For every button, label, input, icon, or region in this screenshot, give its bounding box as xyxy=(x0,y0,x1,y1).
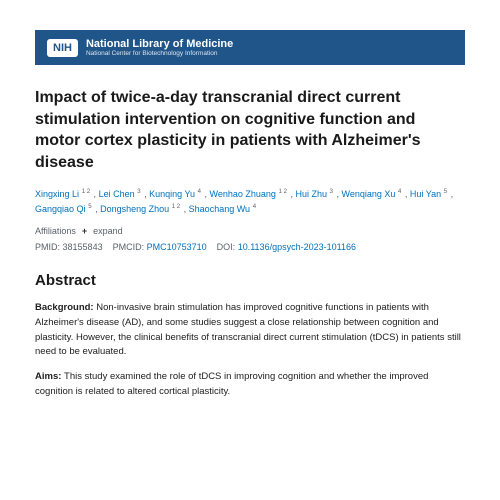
doi-link[interactable]: 10.1136/gpsych-2023-101166 xyxy=(238,242,356,252)
pmcid-label: PMCID: xyxy=(113,242,145,252)
abstract-section-label: Aims: xyxy=(35,371,64,382)
pmid-label: PMID: xyxy=(35,242,60,252)
authors-list: Xingxing Li 1 2 , Lei Chen 3 , Kunqing Y… xyxy=(35,187,465,216)
abstract-section-text: Non-invasive brain stimulation has impro… xyxy=(35,302,461,357)
abstract-heading: Abstract xyxy=(35,272,465,289)
author-separator: , xyxy=(93,204,101,214)
doi-label: DOI: xyxy=(217,242,236,252)
author-affiliation-sup: 1 2 xyxy=(169,204,181,210)
plus-icon: + xyxy=(82,226,87,236)
affiliations-label: Affiliations xyxy=(35,226,76,236)
author-affiliation-sup: 1 2 xyxy=(79,189,91,195)
author-link[interactable]: Gangqiao Qi xyxy=(35,204,86,214)
author-link[interactable]: Dongsheng Zhou xyxy=(100,204,169,214)
nih-logo: NIH xyxy=(47,39,78,57)
author-link[interactable]: Xingxing Li xyxy=(35,189,79,199)
abstract-section: Aims: This study examined the role of tD… xyxy=(35,370,465,399)
pmid-value: 38155843 xyxy=(63,242,103,252)
header-text: National Library of Medicine National Ce… xyxy=(86,38,233,57)
author-separator: , xyxy=(402,189,410,199)
abstract-section: Background: Non-invasive brain stimulati… xyxy=(35,301,465,360)
header-subtitle: National Center for Biotechnology Inform… xyxy=(86,50,233,57)
author-link[interactable]: Hui Yan xyxy=(410,189,441,199)
author-link[interactable]: Wenqiang Xu xyxy=(342,189,396,199)
abstract-section-text: This study examined the role of tDCS in … xyxy=(35,371,428,397)
header-title: National Library of Medicine xyxy=(86,38,233,50)
author-affiliation-sup: 4 xyxy=(250,204,257,210)
article-title: Impact of twice-a-day transcranial direc… xyxy=(35,87,465,173)
pmcid-link[interactable]: PMC10753710 xyxy=(147,242,207,252)
author-link[interactable]: Hui Zhu xyxy=(295,189,327,199)
author-separator: , xyxy=(181,204,189,214)
author-link[interactable]: Shaochang Wu xyxy=(189,204,250,214)
author-separator: , xyxy=(334,189,342,199)
author-separator: , xyxy=(142,189,150,199)
affiliations-row[interactable]: Affiliations + expand xyxy=(35,226,465,236)
author-link[interactable]: Wenhao Zhuang xyxy=(210,189,276,199)
meta-line: PMID: 38155843 PMCID: PMC10753710 DOI: 1… xyxy=(35,242,465,252)
author-link[interactable]: Kunqing Yu xyxy=(149,189,195,199)
author-affiliation-sup: 1 2 xyxy=(276,189,288,195)
abstract-body: Background: Non-invasive brain stimulati… xyxy=(35,301,465,399)
author-affiliation-sup: 5 xyxy=(86,204,93,210)
author-link[interactable]: Lei Chen xyxy=(99,189,135,199)
author-separator: , xyxy=(202,189,210,199)
nlm-header: NIH National Library of Medicine Nationa… xyxy=(35,30,465,65)
abstract-section-label: Background: xyxy=(35,302,96,313)
author-affiliation-sup: 3 xyxy=(327,189,334,195)
expand-label: expand xyxy=(93,226,123,236)
author-separator: , xyxy=(91,189,99,199)
author-affiliation-sup: 3 xyxy=(135,189,142,195)
author-affiliation-sup: 4 xyxy=(195,189,202,195)
author-separator: , xyxy=(448,189,453,199)
